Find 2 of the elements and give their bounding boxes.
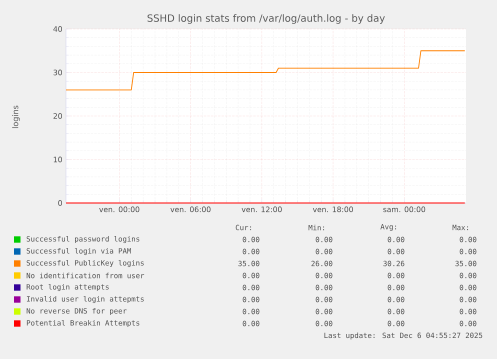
chart-title: SSHD login stats from /var/log/auth.log - by day: [148, 14, 385, 24]
line-series: [66, 50, 466, 90]
